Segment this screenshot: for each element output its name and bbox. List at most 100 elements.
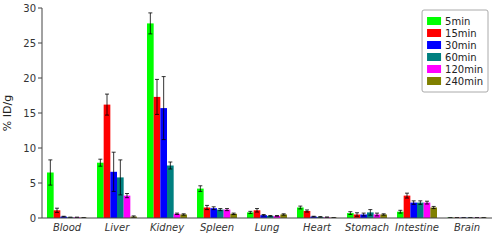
series bbox=[60, 108, 467, 218]
error-bar bbox=[412, 201, 416, 205]
bar bbox=[167, 166, 174, 219]
legend-label: 5min bbox=[445, 16, 470, 27]
error-bar bbox=[132, 216, 136, 217]
legend-swatch bbox=[427, 17, 441, 25]
error-bar bbox=[348, 212, 352, 215]
series bbox=[80, 208, 487, 219]
y-tick-label: 20 bbox=[23, 73, 36, 84]
y-tick bbox=[38, 8, 42, 9]
error-bar bbox=[312, 216, 316, 218]
error-bar bbox=[205, 205, 209, 209]
error-bar bbox=[262, 215, 266, 216]
error-bar bbox=[248, 211, 252, 213]
series bbox=[47, 23, 454, 218]
bar bbox=[230, 214, 237, 218]
error-bar bbox=[182, 214, 186, 215]
legend-swatch bbox=[427, 77, 441, 85]
x-axis-line bbox=[42, 218, 492, 219]
bar bbox=[430, 208, 437, 219]
error-bar bbox=[282, 214, 286, 215]
y-tick bbox=[38, 183, 42, 184]
error-bar bbox=[112, 152, 116, 191]
bar bbox=[147, 23, 154, 218]
y-tick bbox=[38, 78, 42, 79]
bar bbox=[424, 203, 431, 218]
error-bar bbox=[405, 193, 409, 198]
y-tick bbox=[38, 113, 42, 114]
error-bar bbox=[118, 160, 122, 195]
error-bar bbox=[418, 201, 422, 205]
y-axis-line bbox=[42, 8, 43, 218]
error-bar bbox=[162, 77, 166, 140]
error-bar bbox=[425, 201, 429, 204]
error-bar bbox=[255, 209, 259, 213]
x-tick-label: Liver bbox=[105, 222, 130, 233]
bar bbox=[180, 215, 187, 219]
series bbox=[74, 196, 481, 218]
x-tick-label: Heart bbox=[303, 222, 332, 233]
x-tick-label: Stomach bbox=[345, 222, 389, 233]
series bbox=[54, 97, 461, 218]
legend-label: 15min bbox=[445, 28, 477, 39]
x-tick-label: Lung bbox=[255, 222, 280, 233]
y-tick bbox=[38, 43, 42, 44]
y-tick-label: 0 bbox=[30, 213, 36, 224]
bar bbox=[174, 214, 181, 218]
y-tick-label: 15 bbox=[23, 108, 36, 119]
error-bar bbox=[355, 213, 359, 217]
y-tick-label: 30 bbox=[23, 3, 36, 14]
x-tick-label: Spleen bbox=[200, 222, 234, 233]
y-axis: 0 5 10 15 20 25 30 bbox=[23, 3, 42, 224]
error-bar bbox=[55, 208, 59, 212]
x-axis: BloodLiverKidneySpleenLungHeartStomachIn… bbox=[42, 218, 492, 233]
x-tick-label: Intestine bbox=[395, 222, 439, 233]
y-tick bbox=[38, 148, 42, 149]
y-tick-label: 5 bbox=[30, 178, 36, 189]
chart: 051015202530% ID/gBloodLiverKidneySpleen… bbox=[0, 0, 500, 238]
x-tick-label: Blood bbox=[53, 222, 82, 233]
bars bbox=[47, 23, 487, 218]
legend-box bbox=[422, 10, 488, 92]
legend-swatch bbox=[427, 65, 441, 73]
legend-swatch bbox=[427, 41, 441, 49]
error-bar bbox=[298, 206, 302, 209]
error-bar bbox=[168, 162, 172, 169]
error-bar bbox=[198, 186, 202, 192]
series bbox=[67, 166, 474, 219]
error-bar bbox=[382, 214, 386, 215]
error-bar bbox=[268, 215, 272, 217]
error-bars bbox=[48, 13, 485, 218]
legend-label: 240min bbox=[445, 76, 483, 87]
error-bar bbox=[368, 210, 372, 216]
error-bar bbox=[155, 79, 159, 114]
y-tick-label: 25 bbox=[23, 38, 36, 49]
bar bbox=[417, 203, 424, 218]
error-bar bbox=[275, 215, 279, 217]
legend: 5min15min30min60min120min240min bbox=[422, 10, 488, 92]
legend-label: 120min bbox=[445, 64, 483, 75]
error-bar bbox=[212, 207, 216, 210]
bar bbox=[404, 196, 411, 218]
bar bbox=[197, 189, 204, 218]
legend-label: 30min bbox=[445, 40, 477, 51]
y-tick bbox=[38, 218, 42, 219]
error-bar bbox=[375, 213, 379, 216]
error-bar bbox=[432, 206, 436, 208]
error-bar bbox=[48, 160, 52, 185]
error-bar bbox=[305, 210, 309, 212]
error-bar bbox=[225, 209, 229, 211]
y-tick-label: 10 bbox=[23, 143, 36, 154]
error-bar bbox=[105, 94, 109, 115]
bar bbox=[380, 215, 387, 219]
bar bbox=[97, 163, 104, 218]
error-bar bbox=[98, 159, 102, 166]
error-bar bbox=[175, 213, 179, 214]
error-bar bbox=[362, 213, 366, 216]
error-bar bbox=[125, 194, 129, 198]
error-bar bbox=[232, 213, 236, 214]
x-tick-label: Brain bbox=[454, 222, 480, 233]
bar bbox=[280, 215, 287, 219]
legend-swatch bbox=[427, 29, 441, 37]
bar bbox=[410, 203, 417, 218]
error-bar bbox=[62, 216, 66, 218]
